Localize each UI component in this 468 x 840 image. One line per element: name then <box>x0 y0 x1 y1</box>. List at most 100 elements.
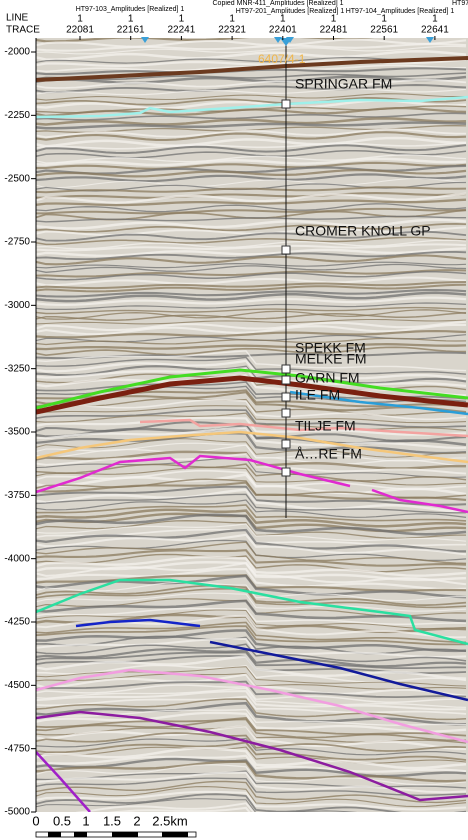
reflector <box>36 629 467 653</box>
reflector <box>36 329 467 339</box>
reflector <box>36 444 467 468</box>
trace-label: 22481 <box>320 25 348 36</box>
reflector <box>36 648 467 668</box>
formation-label: CROMER KNOLL GP <box>295 223 431 239</box>
trace-label: 22081 <box>66 25 94 36</box>
trace-label: 22241 <box>167 25 195 36</box>
reflector <box>36 215 466 223</box>
depth-label: -5000 <box>4 807 30 818</box>
reflector <box>36 405 467 424</box>
reflector <box>36 786 467 808</box>
reflector <box>36 770 467 789</box>
depth-label: -2250 <box>4 110 30 121</box>
reflector <box>36 117 467 126</box>
reflector <box>36 716 467 737</box>
reflector <box>36 281 467 290</box>
reflector <box>36 239 467 250</box>
trace-label: 22401 <box>269 25 297 36</box>
line-number: 1 <box>280 14 286 25</box>
reflector <box>36 687 467 709</box>
depth-label: -4500 <box>4 680 30 691</box>
reflector <box>36 50 467 61</box>
reflector <box>36 131 467 142</box>
reflector <box>36 121 467 130</box>
reflector <box>36 718 467 742</box>
reflector <box>36 346 467 357</box>
trace-flag <box>286 37 294 43</box>
reflector <box>36 106 467 118</box>
line-number: 1 <box>128 14 134 25</box>
formation-top <box>281 375 291 385</box>
reflector <box>36 247 467 258</box>
reflector <box>36 802 255 812</box>
reflector <box>36 343 467 351</box>
reflector <box>36 555 467 577</box>
reflector <box>36 173 467 183</box>
reflector <box>36 684 467 704</box>
formation-top <box>281 467 291 477</box>
reflector <box>36 359 467 381</box>
scale-label: 1.5 <box>103 813 121 828</box>
reflector <box>36 337 467 346</box>
reflector <box>36 701 467 726</box>
reflector <box>36 568 467 591</box>
reflector <box>36 780 467 804</box>
reflector <box>36 523 467 542</box>
trace-label: 22561 <box>370 25 398 36</box>
reflector <box>36 296 467 307</box>
reflector <box>36 737 467 756</box>
reflector <box>36 399 467 421</box>
formation-label: Å…RE FM <box>295 446 362 462</box>
trace-flag <box>426 37 434 43</box>
reflector <box>36 72 467 81</box>
trace-flag <box>141 37 149 43</box>
line-name: HT97-103_Amplitudes [Realized] 1 <box>76 6 185 13</box>
reflector <box>36 508 467 528</box>
line-name: HT97-20 <box>452 0 468 7</box>
depth-label: -2500 <box>4 173 30 184</box>
reflector <box>36 664 467 683</box>
line-number: 1 <box>229 14 235 25</box>
reflector <box>36 754 467 773</box>
reflector <box>36 203 467 213</box>
reflector <box>36 592 467 612</box>
horizon <box>289 390 468 416</box>
horizon <box>36 710 468 802</box>
formation-top <box>281 99 291 109</box>
reflector <box>36 149 467 159</box>
reflector <box>36 75 467 85</box>
reflector <box>36 311 467 321</box>
reflector <box>36 397 467 416</box>
reflector <box>36 655 467 680</box>
reflector <box>36 250 467 261</box>
line-number: 1 <box>77 14 83 25</box>
reflector <box>36 467 467 486</box>
reflector <box>36 168 467 178</box>
reflector <box>36 243 467 252</box>
reflector <box>36 198 467 207</box>
reflector <box>36 164 467 175</box>
reflector <box>36 226 467 236</box>
reflector <box>36 223 467 233</box>
horizon <box>36 751 91 812</box>
line-number: 1 <box>432 14 438 25</box>
depth-label: -4000 <box>4 553 30 564</box>
horizon <box>36 368 468 410</box>
reflector <box>36 651 467 669</box>
reflector <box>36 318 467 325</box>
reflector <box>36 323 467 336</box>
reflector <box>36 291 467 303</box>
reflector <box>36 218 467 230</box>
reflector <box>36 78 467 89</box>
formation-label: SPEKK FM <box>295 340 366 356</box>
reflector <box>36 157 467 167</box>
horizons <box>36 56 468 812</box>
reflector <box>36 58 467 67</box>
reflector <box>36 161 467 170</box>
reflector <box>36 276 467 287</box>
depth-label: -3000 <box>4 300 30 311</box>
reflector <box>36 798 358 812</box>
reflector <box>36 88 467 96</box>
formation-label: GARN FM <box>295 370 360 386</box>
line-number: 1 <box>179 14 185 25</box>
